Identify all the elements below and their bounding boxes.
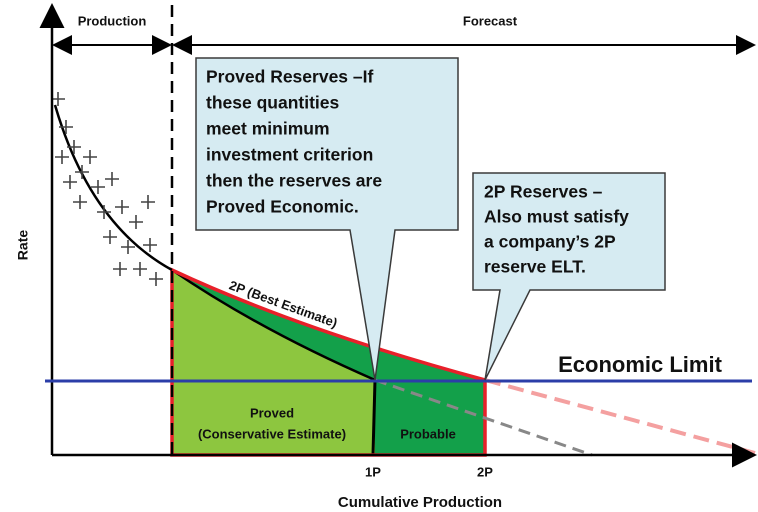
callout-line: meet minimum (206, 119, 330, 139)
data-points (51, 92, 163, 286)
economic-limit-label: Economic Limit (558, 352, 722, 377)
callout-text: 2P Reserves – Also must satisfy a compan… (484, 182, 629, 277)
conservative-label: (Conservative Estimate) (198, 426, 346, 441)
forecast-label: Forecast (463, 13, 518, 28)
callout-line: Proved Reserves –If (206, 67, 373, 87)
callout-text: Proved Reserves –If these quantities mee… (206, 67, 382, 217)
callout-line: 2P Reserves – (484, 182, 603, 202)
y-axis-label: Rate (15, 230, 31, 261)
2p-extension (484, 378, 756, 455)
callout-line: a company’s 2P (484, 232, 616, 252)
x-mark-label: 1P (365, 464, 381, 479)
1p-extension (374, 378, 593, 457)
probable-label: Probable (400, 426, 456, 441)
1p-curve (171, 268, 376, 382)
callout-line: Proved Economic. (206, 197, 359, 217)
proved-area (172, 270, 375, 455)
callout-line: reserve ELT. (484, 257, 586, 277)
callout-line: then the reserves are (206, 171, 382, 191)
history-curve (53, 104, 173, 272)
callout-line: Also must satisfy (484, 207, 629, 227)
x-axis-label: Cumulative Production (338, 494, 502, 511)
callout-line: these quantities (206, 93, 339, 113)
production-label: Production (78, 13, 147, 28)
callout-box (195, 57, 459, 381)
1p-line (371, 379, 377, 456)
callout-line: investment criterion (206, 145, 373, 165)
proved-label: Proved (250, 405, 294, 420)
x-mark-label: 2P (477, 464, 493, 479)
callout-box (472, 172, 666, 381)
